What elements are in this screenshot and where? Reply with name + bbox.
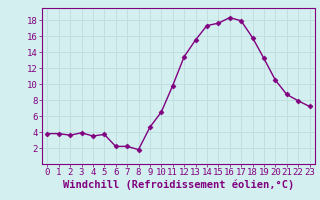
X-axis label: Windchill (Refroidissement éolien,°C): Windchill (Refroidissement éolien,°C)	[63, 180, 294, 190]
